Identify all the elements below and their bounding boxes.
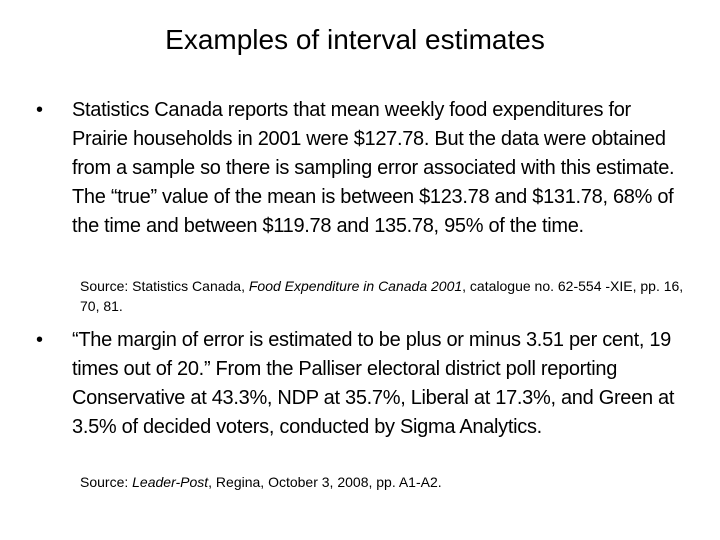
- source-title: Leader-Post: [132, 474, 209, 490]
- source-text: , catalogue no. 62-554 -XIE, pp. 16, 70,…: [80, 278, 684, 314]
- source-text: , Regina, October 3, 2008, pp. A1-A2.: [208, 474, 442, 490]
- bullet-text: “The margin of error is estimated to be …: [72, 329, 675, 438]
- source-text: Source:: [80, 474, 133, 490]
- slide-title: Examples of interval estimates: [165, 24, 545, 55]
- bullet-dot: •: [36, 99, 44, 121]
- source-text: Source: Statistics Canada,: [80, 278, 249, 294]
- source-note: Source: Leader-Post, Regina, October 3, …: [80, 472, 690, 492]
- source-note: Source: Statistics Canada, Food Expendit…: [80, 276, 690, 316]
- bullet-dot: •: [36, 329, 44, 351]
- bullet: • “The margin of error is estimated to b…: [36, 326, 686, 442]
- source-title: Food Expenditure in Canada 2001: [248, 278, 463, 294]
- bullet-text: Statistics Canada reports that mean week…: [72, 99, 675, 237]
- bullet: • Statistics Canada reports that mean we…: [36, 96, 686, 241]
